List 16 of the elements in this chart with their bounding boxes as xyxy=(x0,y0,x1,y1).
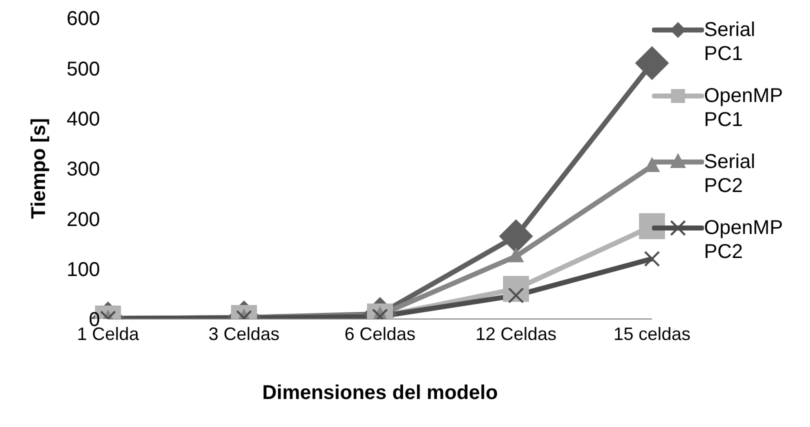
x-tick-label: 6 Celdas xyxy=(344,324,416,344)
legend-label: Serial PC2 xyxy=(704,150,756,198)
y-tick-label: 200 xyxy=(66,208,100,231)
x-tick-label: 3 Celdas xyxy=(208,324,280,344)
legend-label: Serial PC1 xyxy=(704,18,756,66)
x-axis-title: Dimensiones del modelo xyxy=(262,382,498,404)
y-axis-title: Tiempo [s] xyxy=(28,118,50,219)
y-tick-label: 600 xyxy=(66,8,100,30)
legend-label: OpenMP PC2 xyxy=(704,216,784,264)
y-tick-label: 100 xyxy=(66,258,100,281)
x-tick-label: 15 celdas xyxy=(613,324,691,344)
legend-label: OpenMP PC1 xyxy=(704,84,784,132)
y-tick-label: 500 xyxy=(66,58,100,80)
x-tick-label: 12 Celdas xyxy=(475,324,557,344)
y-tick-label: 300 xyxy=(66,158,100,181)
y-tick-label: 400 xyxy=(66,108,100,130)
